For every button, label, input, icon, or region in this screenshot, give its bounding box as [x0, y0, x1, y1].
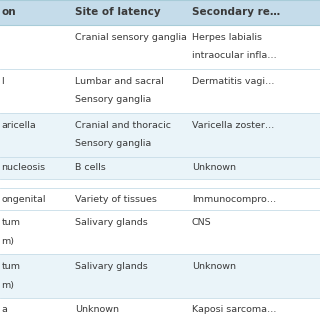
- Text: Sensory ganglia: Sensory ganglia: [75, 139, 151, 148]
- Text: CNS: CNS: [192, 218, 212, 227]
- Text: Cranial sensory ganglia: Cranial sensory ganglia: [75, 33, 187, 42]
- Text: Unknown: Unknown: [75, 305, 119, 314]
- Bar: [0, 113, 320, 156]
- Bar: [0, 188, 320, 210]
- Text: Secondary re…: Secondary re…: [192, 7, 280, 18]
- Text: Dermatitis vagi…: Dermatitis vagi…: [192, 77, 275, 86]
- Text: tum: tum: [2, 218, 20, 227]
- Text: Salivary glands: Salivary glands: [75, 218, 148, 227]
- Bar: [0, 298, 320, 320]
- Text: nucleosis: nucleosis: [2, 163, 46, 172]
- Text: a: a: [2, 305, 7, 314]
- Text: aricella: aricella: [2, 121, 36, 130]
- Text: Lumbar and sacral: Lumbar and sacral: [75, 77, 164, 86]
- Bar: [0, 0, 320, 25]
- Text: tum: tum: [2, 262, 20, 271]
- Bar: [0, 179, 320, 188]
- Text: l: l: [2, 77, 4, 86]
- Bar: [0, 254, 320, 298]
- Bar: [0, 69, 320, 113]
- Text: Unknown: Unknown: [192, 163, 236, 172]
- Text: Immunocompro…: Immunocompro…: [192, 195, 276, 204]
- Text: B cells: B cells: [75, 163, 106, 172]
- Text: Unknown: Unknown: [192, 262, 236, 271]
- Text: Variety of tissues: Variety of tissues: [75, 195, 157, 204]
- Text: Kaposi sarcoma…: Kaposi sarcoma…: [192, 305, 276, 314]
- Text: Salivary glands: Salivary glands: [75, 262, 148, 271]
- Text: Herpes labialis: Herpes labialis: [192, 33, 262, 42]
- Text: intraocular infla…: intraocular infla…: [192, 51, 277, 60]
- Text: ongenital: ongenital: [2, 195, 46, 204]
- Bar: [0, 25, 320, 69]
- Text: m): m): [2, 281, 15, 290]
- Text: Sensory ganglia: Sensory ganglia: [75, 95, 151, 104]
- Text: m): m): [2, 237, 15, 246]
- Text: on: on: [2, 7, 16, 18]
- Text: Cranial and thoracic: Cranial and thoracic: [75, 121, 171, 130]
- Bar: [0, 210, 320, 254]
- Bar: [0, 156, 320, 179]
- Text: Varicella zoster…: Varicella zoster…: [192, 121, 274, 130]
- Text: Site of latency: Site of latency: [75, 7, 161, 18]
